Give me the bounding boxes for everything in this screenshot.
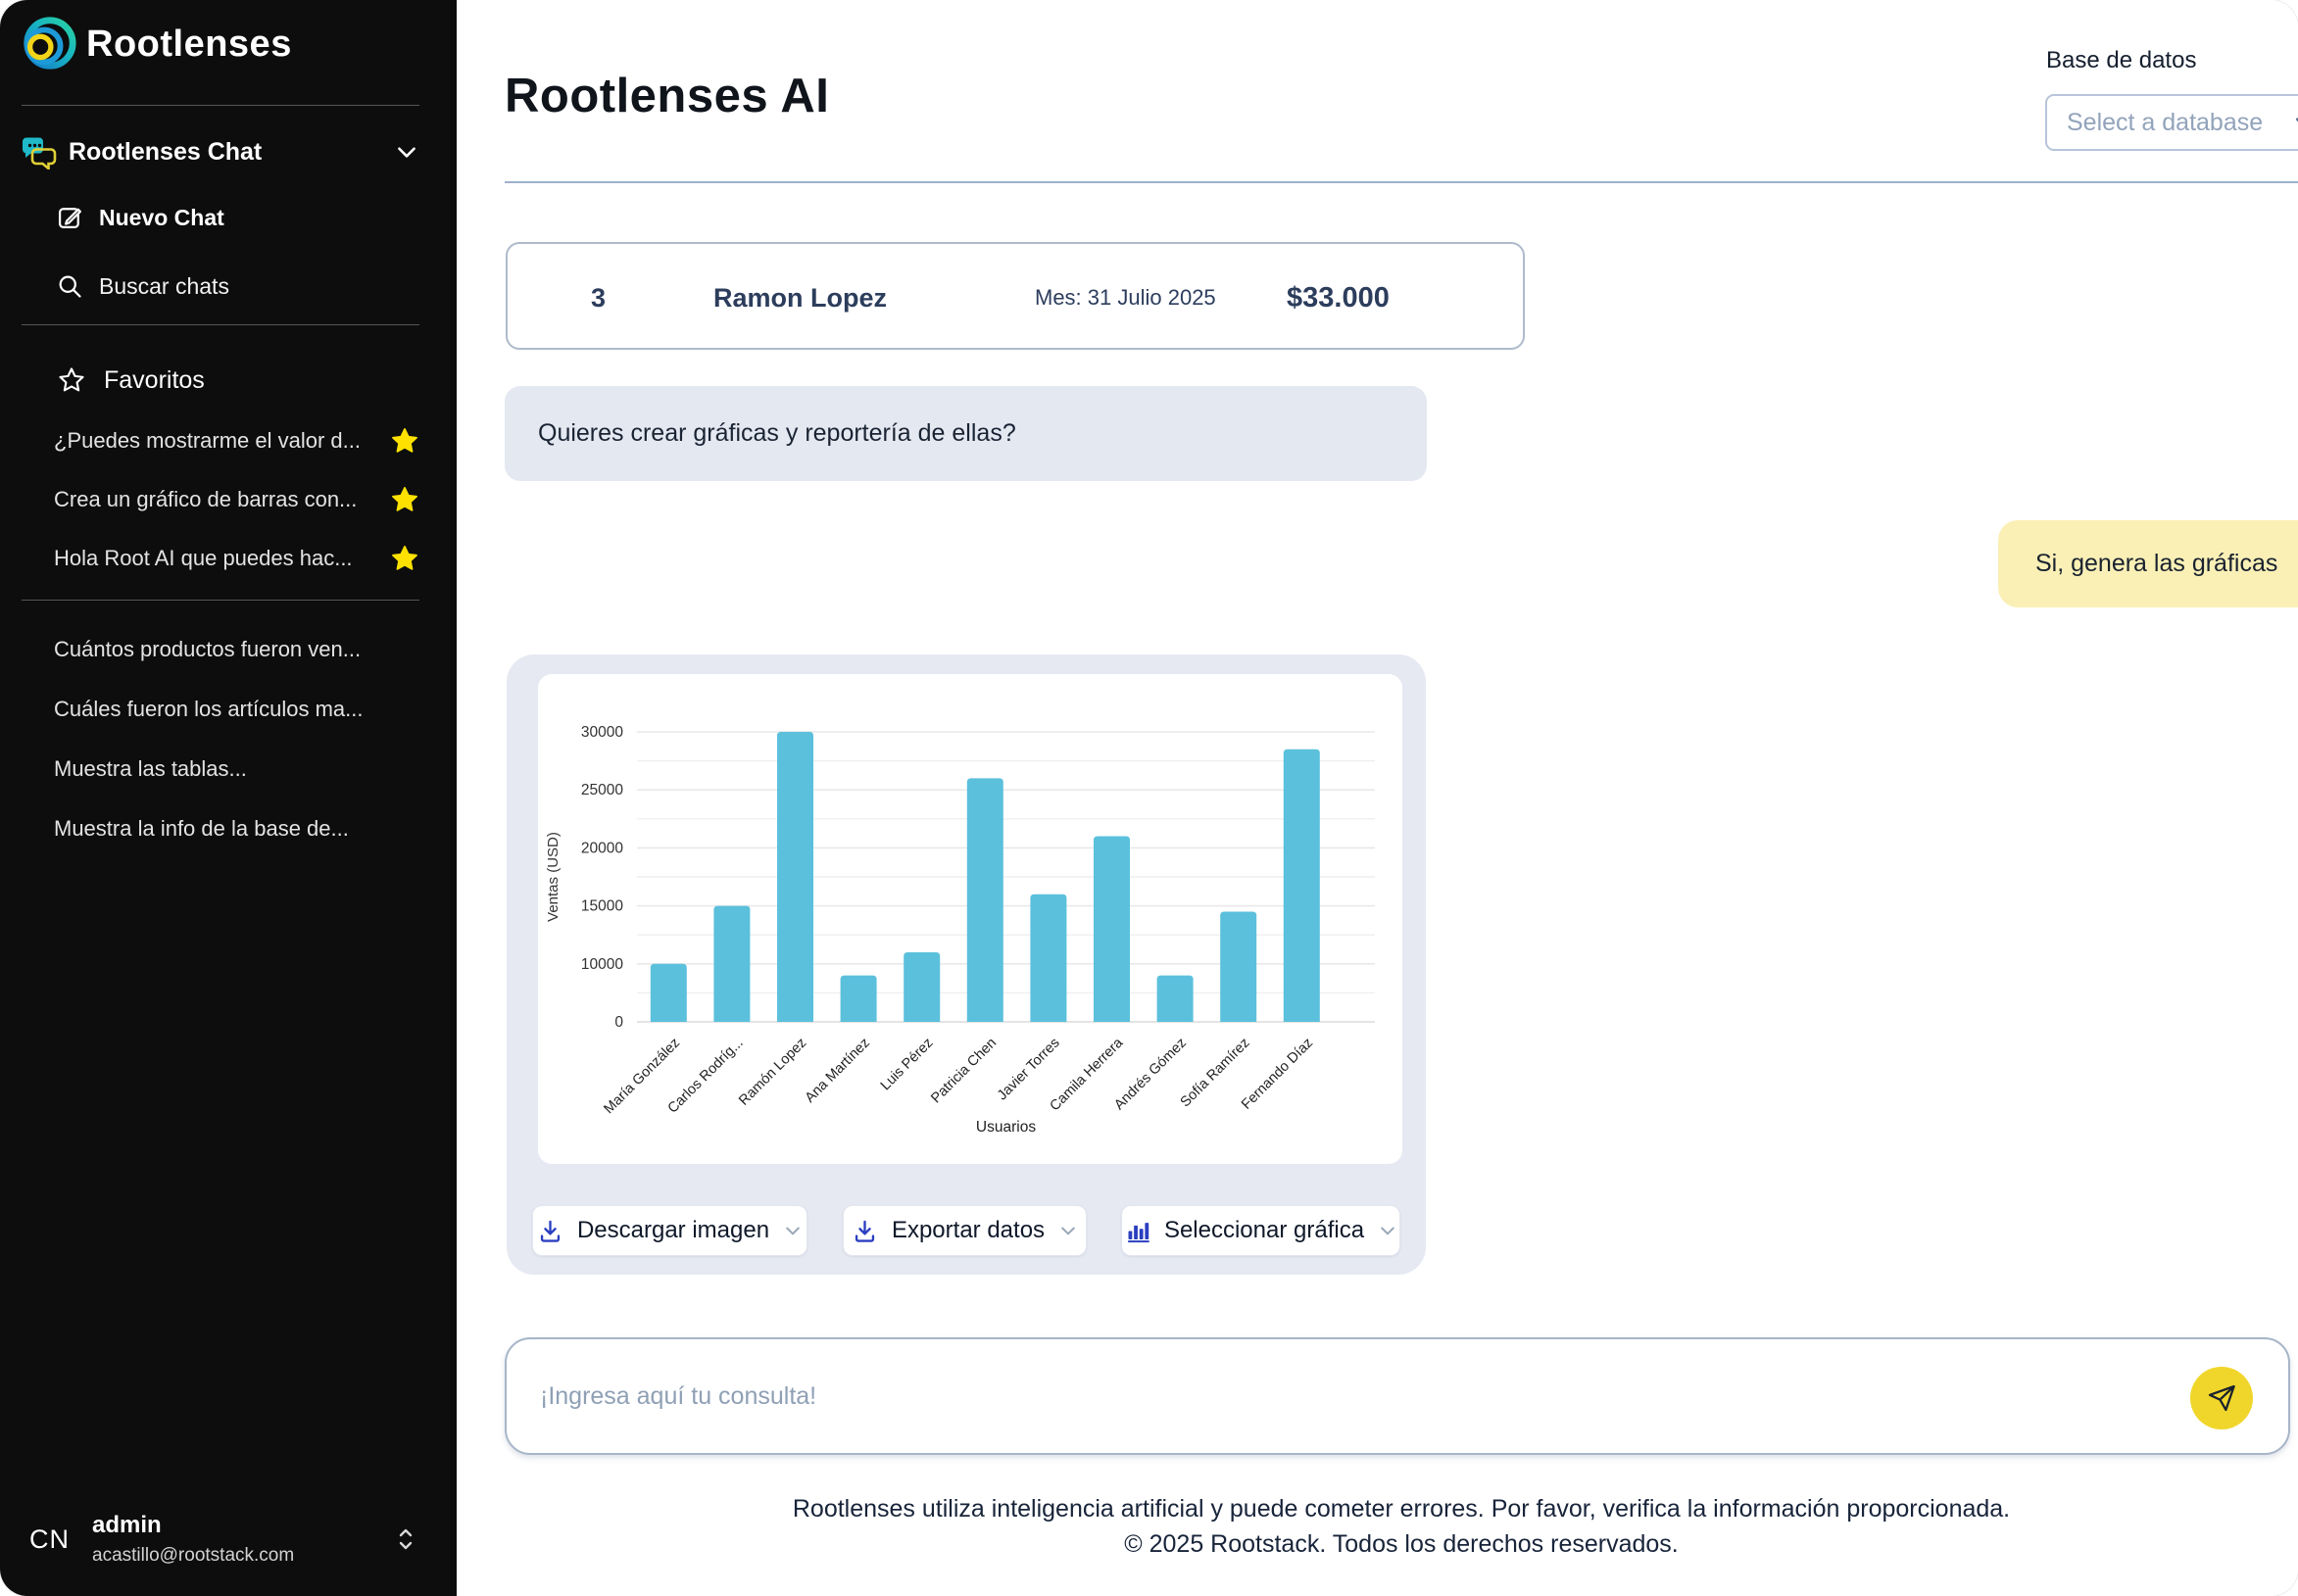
favorite-chat-item[interactable]: Hola Root AI que puedes hac... bbox=[0, 529, 457, 588]
button-label: Seleccionar gráfica bbox=[1163, 1217, 1365, 1243]
database-select-placeholder: Select a database bbox=[2067, 108, 2264, 136]
chevron-down-icon bbox=[1058, 1221, 1078, 1240]
send-button[interactable] bbox=[2190, 1367, 2253, 1429]
favorites-list: ¿Puedes mostrarme el valor d... Crea un … bbox=[0, 411, 457, 588]
favorites-header-label: Favoritos bbox=[104, 365, 205, 394]
title-divider bbox=[505, 181, 2298, 183]
chart-card: 0 10000 15000 20000 25000 30000 María González… bbox=[507, 654, 1426, 1275]
user-initials: CN bbox=[29, 1523, 70, 1554]
chart-plot-area: 0 10000 15000 20000 25000 30000 María González… bbox=[538, 674, 1402, 1164]
chevron-down-icon bbox=[394, 139, 419, 165]
history-chat-item[interactable]: Cuáles fueron los artículos ma... bbox=[0, 679, 457, 739]
favorite-star-icon[interactable] bbox=[390, 426, 419, 456]
sidebar-divider bbox=[22, 105, 419, 106]
svg-text:10000: 10000 bbox=[581, 956, 623, 973]
chart-actions: Descargar imagen Exportar datos bbox=[507, 1205, 1426, 1256]
assistant-message-text: Quieres crear gráficas y reportería de e… bbox=[538, 419, 1016, 447]
favorite-chat-label: Crea un gráfico de barras con... bbox=[54, 487, 358, 511]
result-amount: $33.000 bbox=[1287, 281, 1390, 314]
brand-name: Rootlenses bbox=[86, 23, 292, 65]
history-chat-item[interactable]: Muestra la info de la base de... bbox=[0, 798, 457, 858]
button-label: Descargar imagen bbox=[576, 1217, 770, 1243]
query-input[interactable] bbox=[540, 1339, 2186, 1453]
main-content: Rootlenses AI Base de datos Select a dat… bbox=[457, 0, 2298, 1596]
result-index: 3 bbox=[591, 282, 607, 313]
chevron-down-icon bbox=[783, 1221, 803, 1240]
svg-text:15000: 15000 bbox=[581, 898, 623, 915]
user-name: admin bbox=[92, 1512, 162, 1538]
chevron-down-icon bbox=[1378, 1221, 1397, 1240]
history-chat-item[interactable]: Muestra las tablas... bbox=[0, 739, 457, 798]
svg-text:Luis Pérez: Luis Pérez bbox=[878, 1036, 937, 1094]
user-email: acastillo@rootstack.com bbox=[92, 1545, 295, 1566]
svg-text:Patricia Chen: Patricia Chen bbox=[928, 1036, 1000, 1107]
rootlenses-logo-icon bbox=[18, 14, 78, 74]
download-icon bbox=[852, 1218, 878, 1244]
send-icon bbox=[2206, 1382, 2237, 1414]
favorite-chat-item[interactable]: ¿Puedes mostrarme el valor d... bbox=[0, 411, 457, 470]
favorite-star-icon[interactable] bbox=[390, 485, 419, 514]
sidebar-divider bbox=[22, 324, 419, 325]
history-chat-label: Cuáles fueron los artículos ma... bbox=[54, 696, 364, 721]
database-select[interactable]: Select a database bbox=[2045, 94, 2298, 151]
composer bbox=[505, 1337, 2290, 1455]
footer: Rootlenses utiliza inteligencia artifici… bbox=[505, 1491, 2298, 1562]
favorites-header: Favoritos bbox=[57, 359, 205, 402]
favorite-chat-label: ¿Puedes mostrarme el valor d... bbox=[54, 428, 362, 453]
chevron-down-icon bbox=[2292, 110, 2298, 135]
svg-text:Javier Torres: Javier Torres bbox=[995, 1036, 1063, 1104]
favorite-chat-item[interactable]: Crea un gráfico de barras con... bbox=[0, 470, 457, 529]
download-icon bbox=[537, 1218, 563, 1244]
favorite-chat-label: Hola Root AI que puedes hac... bbox=[54, 546, 353, 570]
database-label: Base de datos bbox=[2046, 47, 2197, 73]
export-data-button[interactable]: Exportar datos bbox=[843, 1205, 1087, 1256]
chevron-up-down-icon bbox=[394, 1524, 417, 1554]
footer-disclaimer: Rootlenses utiliza inteligencia artifici… bbox=[792, 1495, 2011, 1523]
sidebar-section-label: Rootlenses Chat bbox=[69, 137, 263, 166]
result-name: Ramon Lopez bbox=[713, 282, 888, 313]
brand: Rootlenses bbox=[18, 14, 292, 74]
svg-text:Ana Martínez: Ana Martínez bbox=[803, 1036, 873, 1106]
chat-bubbles-icon bbox=[22, 134, 59, 169]
svg-text:25000: 25000 bbox=[581, 782, 623, 798]
bar-chart-icon bbox=[1124, 1218, 1150, 1244]
footer-copyright: © 2025 Rootstack. Todos los derechos res… bbox=[1124, 1530, 1679, 1558]
sidebar: Rootlenses Rootlenses Chat bbox=[0, 0, 457, 1596]
sidebar-section-rootlenses-chat[interactable]: Rootlenses Chat bbox=[22, 128, 419, 175]
chat-history-list: Cuántos productos fueron ven... Cuáles f… bbox=[0, 619, 457, 858]
query-result-card: 3 Ramon Lopez Mes: 31 Julio 2025 $33.000 bbox=[506, 242, 1525, 350]
button-label: Exportar datos bbox=[891, 1217, 1046, 1243]
history-chat-label: Muestra las tablas... bbox=[54, 755, 247, 781]
sidebar-item-search-chats[interactable]: Buscar chats bbox=[56, 265, 229, 308]
sidebar-divider bbox=[22, 600, 419, 601]
user-meta: admin acastillo@rootstack.com bbox=[92, 1512, 394, 1567]
history-chat-item[interactable]: Cuántos productos fueron ven... bbox=[0, 619, 457, 679]
sidebar-item-label: Nuevo Chat bbox=[99, 204, 224, 230]
svg-text:Usuarios: Usuarios bbox=[976, 1119, 1036, 1136]
svg-text:0: 0 bbox=[614, 1014, 623, 1031]
download-image-button[interactable]: Descargar imagen bbox=[532, 1205, 807, 1256]
assistant-message-bubble: Quieres crear gráficas y reportería de e… bbox=[505, 386, 1427, 481]
svg-text:30000: 30000 bbox=[581, 724, 623, 741]
sidebar-item-label: Buscar chats bbox=[99, 272, 229, 299]
svg-text:Ventas (USD): Ventas (USD) bbox=[545, 832, 562, 922]
sidebar-item-new-chat[interactable]: Nuevo Chat bbox=[56, 196, 224, 239]
star-outline-icon bbox=[57, 365, 86, 395]
new-chat-icon bbox=[56, 204, 83, 231]
user-message-text: Si, genera las gráficas bbox=[2035, 550, 2278, 577]
result-period: Mes: 31 Julio 2025 bbox=[1035, 285, 1216, 310]
user-message-bubble: Si, genera las gráficas bbox=[1998, 520, 2298, 607]
svg-text:Ramón Lopez: Ramón Lopez bbox=[736, 1036, 809, 1109]
history-chat-label: Muestra la info de la base de... bbox=[54, 815, 349, 841]
select-chart-type-button[interactable]: Seleccionar gráfica bbox=[1121, 1205, 1400, 1256]
user-menu[interactable]: CN admin acastillo@rootstack.com bbox=[0, 1500, 457, 1578]
search-icon bbox=[56, 272, 83, 300]
history-chat-label: Cuántos productos fueron ven... bbox=[54, 636, 362, 661]
svg-text:20000: 20000 bbox=[581, 840, 623, 856]
page-title: Rootlenses AI bbox=[505, 70, 830, 122]
favorite-star-icon[interactable] bbox=[390, 544, 419, 573]
